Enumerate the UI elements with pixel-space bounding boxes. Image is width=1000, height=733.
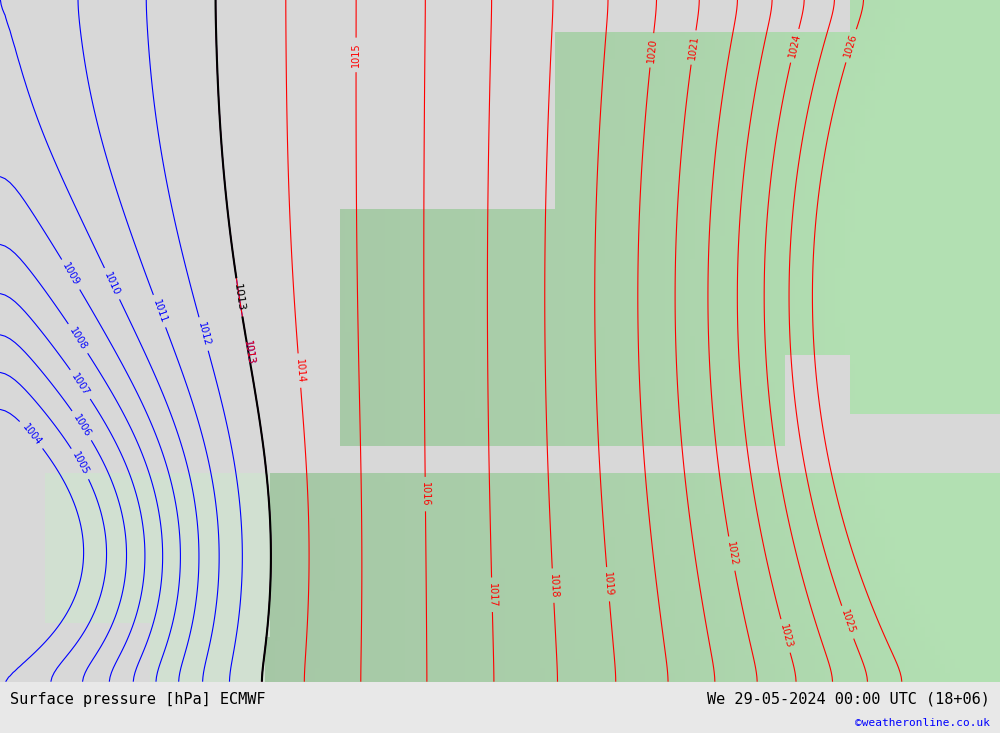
Text: 1009: 1009 (60, 262, 81, 287)
Text: 1022: 1022 (725, 540, 739, 567)
Text: 1026: 1026 (843, 32, 859, 59)
Text: 1011: 1011 (151, 298, 168, 324)
Text: We 29-05-2024 00:00 UTC (18+06): We 29-05-2024 00:00 UTC (18+06) (707, 692, 990, 707)
Text: 1021: 1021 (687, 34, 700, 60)
Text: 1019: 1019 (602, 572, 614, 597)
Text: 1014: 1014 (294, 358, 305, 383)
Text: 1013: 1013 (232, 283, 246, 312)
Text: 1023: 1023 (778, 623, 793, 649)
Text: 1010: 1010 (102, 270, 122, 297)
Text: 1006: 1006 (71, 413, 93, 438)
Text: ©weatheronline.co.uk: ©weatheronline.co.uk (855, 718, 990, 728)
Text: 1016: 1016 (420, 482, 430, 507)
Text: 1018: 1018 (548, 573, 559, 598)
Text: 1008: 1008 (67, 325, 89, 352)
Text: 1005: 1005 (70, 451, 91, 477)
Text: 1017: 1017 (487, 582, 497, 607)
Text: 1012: 1012 (196, 321, 212, 347)
Text: 1020: 1020 (646, 37, 658, 63)
Text: Surface pressure [hPa] ECMWF: Surface pressure [hPa] ECMWF (10, 692, 266, 707)
Text: 1007: 1007 (70, 371, 91, 397)
Text: 1013: 1013 (242, 339, 255, 365)
Text: 1013: 1013 (242, 339, 255, 365)
Text: 1025: 1025 (839, 609, 856, 636)
Text: 1004: 1004 (20, 422, 43, 447)
Text: 1015: 1015 (351, 43, 361, 67)
Text: 1024: 1024 (787, 33, 802, 59)
